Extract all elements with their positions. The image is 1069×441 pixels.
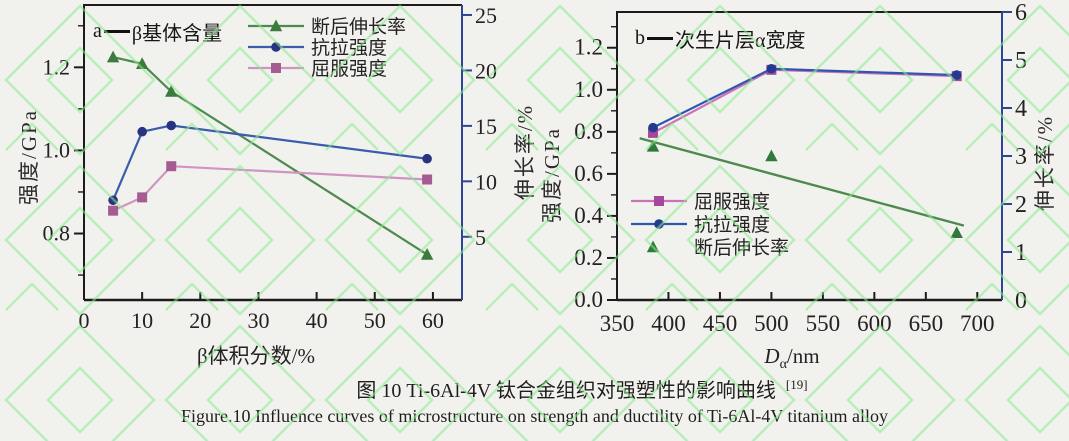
svg-text:5: 5 <box>475 225 486 250</box>
svg-text:600: 600 <box>857 311 892 336</box>
svg-text:4: 4 <box>1015 96 1027 122</box>
svg-text:0.2: 0.2 <box>574 245 603 270</box>
svg-text:20: 20 <box>189 308 211 333</box>
svg-text:400: 400 <box>651 311 686 336</box>
svg-text:1.2: 1.2 <box>574 35 603 60</box>
legend-label: 屈服强度 <box>311 59 388 80</box>
caption-chinese-text: 图 10 Ti-6Al-4V 钛合金组织对强塑性的影响曲线 <box>356 380 776 402</box>
caption-english: Figure.10 Influence curves of microstruc… <box>180 406 889 426</box>
svg-text:2: 2 <box>1015 192 1027 218</box>
svg-text:20: 20 <box>475 58 497 83</box>
chart-a-y-left-label: 强度/GPa <box>17 109 41 205</box>
chart-b-x-label-unit: /nm <box>786 344 820 368</box>
line-square-marker-icon <box>631 195 687 206</box>
panel-letter-a: a <box>93 20 102 42</box>
triangle-marker-icon <box>248 19 304 31</box>
svg-text:700: 700 <box>960 311 995 336</box>
svg-text:1.2: 1.2 <box>43 54 71 79</box>
chart-a-x-label: β体积分数/% <box>196 344 316 368</box>
svg-text:0.4: 0.4 <box>574 203 603 228</box>
legend-item-tensile: 抗拉强度 <box>630 212 789 236</box>
svg-text:1: 1 <box>1015 240 1027 266</box>
svg-text:0: 0 <box>79 308 90 333</box>
chart-b-x-label: Dα/nm <box>764 344 819 373</box>
title-dash-line <box>647 37 673 40</box>
chart-a-legend: 断后伸长率 抗拉强度 屈服强度 <box>247 15 406 80</box>
svg-text:1.0: 1.0 <box>43 137 71 162</box>
title-dash-line <box>103 30 130 33</box>
chart-b-x-label-symbol: D <box>764 344 780 368</box>
chart-a-title: a β基体含量 <box>93 17 222 46</box>
svg-text:0.8: 0.8 <box>574 119 603 144</box>
panel-letter-b: b <box>635 27 645 49</box>
svg-text:650: 650 <box>909 311 944 336</box>
svg-text:25: 25 <box>475 3 497 28</box>
svg-text:500: 500 <box>754 311 789 336</box>
svg-text:0: 0 <box>1015 288 1027 314</box>
legend-label: 断后伸长率 <box>694 238 790 259</box>
svg-text:450: 450 <box>703 311 738 336</box>
legend-item-yield: 屈服强度 <box>630 189 789 213</box>
svg-text:40: 40 <box>306 308 328 333</box>
chart-b-y-left-label: 强度/GPa <box>540 127 564 223</box>
chart-b-series-tensile <box>648 63 962 133</box>
chart-a-series-tensile <box>108 120 432 206</box>
chart-a-series-elongation <box>106 50 434 260</box>
legend-item-elongation: 断后伸长率 <box>630 235 790 259</box>
chart-b-title: b 次生片层α宽度 <box>635 24 805 53</box>
svg-text:10: 10 <box>475 169 497 194</box>
line-circle-marker-icon <box>248 41 304 52</box>
svg-text:50: 50 <box>364 308 386 333</box>
svg-text:0.8: 0.8 <box>43 221 71 246</box>
caption-reference: [19] <box>785 377 808 393</box>
chart-a-title-text: β基体含量 <box>131 23 223 45</box>
chart-b-y-right-label: 伸长率/% <box>1033 114 1057 212</box>
triangle-marker-icon <box>646 240 660 252</box>
svg-text:5: 5 <box>1015 48 1027 74</box>
line-circle-marker-icon <box>631 218 687 229</box>
line-square-marker-icon <box>248 62 304 73</box>
svg-text:30: 30 <box>247 308 269 333</box>
chart-b-title-text: 次生片层α宽度 <box>675 30 806 52</box>
chart-b-x-label-subscript: α <box>779 357 787 373</box>
svg-text:0.0: 0.0 <box>574 287 603 312</box>
svg-text:6: 6 <box>1015 0 1027 26</box>
chart-a-y-right-label: 伸长率/% <box>513 103 537 201</box>
svg-text:1.0: 1.0 <box>574 77 603 102</box>
chart-b-legend: 屈服强度 抗拉强度 断后伸长率 <box>630 189 790 259</box>
svg-text:350: 350 <box>600 311 635 336</box>
svg-text:15: 15 <box>475 114 497 139</box>
svg-text:550: 550 <box>806 311 841 336</box>
svg-text:10: 10 <box>131 308 153 333</box>
svg-text:3: 3 <box>1015 144 1027 170</box>
chart-a-series-yield <box>108 161 433 216</box>
chart-b-series-yield <box>648 64 962 138</box>
svg-text:0.6: 0.6 <box>574 161 603 186</box>
legend-item-yield: 屈服强度 <box>247 57 406 80</box>
caption-chinese: 图 10 Ti-6Al-4V 钛合金组织对强塑性的影响曲线 [19] <box>95 374 1069 403</box>
svg-text:60: 60 <box>422 308 444 333</box>
